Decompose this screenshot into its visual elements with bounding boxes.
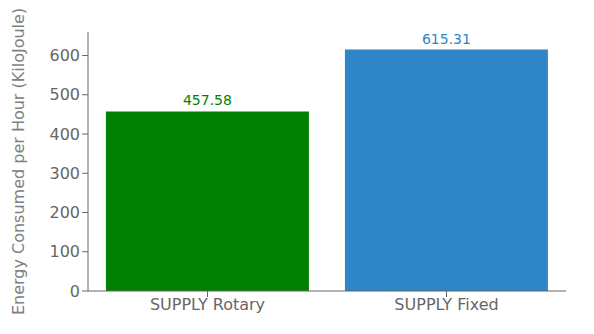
svg-text:615.31: 615.31 [422, 31, 471, 47]
svg-text:200: 200 [49, 203, 80, 222]
svg-text:100: 100 [49, 242, 80, 261]
svg-text:300: 300 [49, 164, 80, 183]
svg-text:600: 600 [49, 46, 80, 65]
svg-text:457.58: 457.58 [183, 92, 232, 108]
svg-text:SUPPLY Fixed: SUPPLY Fixed [394, 295, 498, 314]
svg-text:500: 500 [49, 85, 80, 104]
svg-text:SUPPLY Rotary: SUPPLY Rotary [150, 295, 265, 314]
svg-text:400: 400 [49, 125, 80, 144]
svg-text:Energy Consumed per Hour (Kilo: Energy Consumed per Hour (KiloJoule) [9, 8, 28, 315]
svg-text:0: 0 [70, 282, 80, 301]
